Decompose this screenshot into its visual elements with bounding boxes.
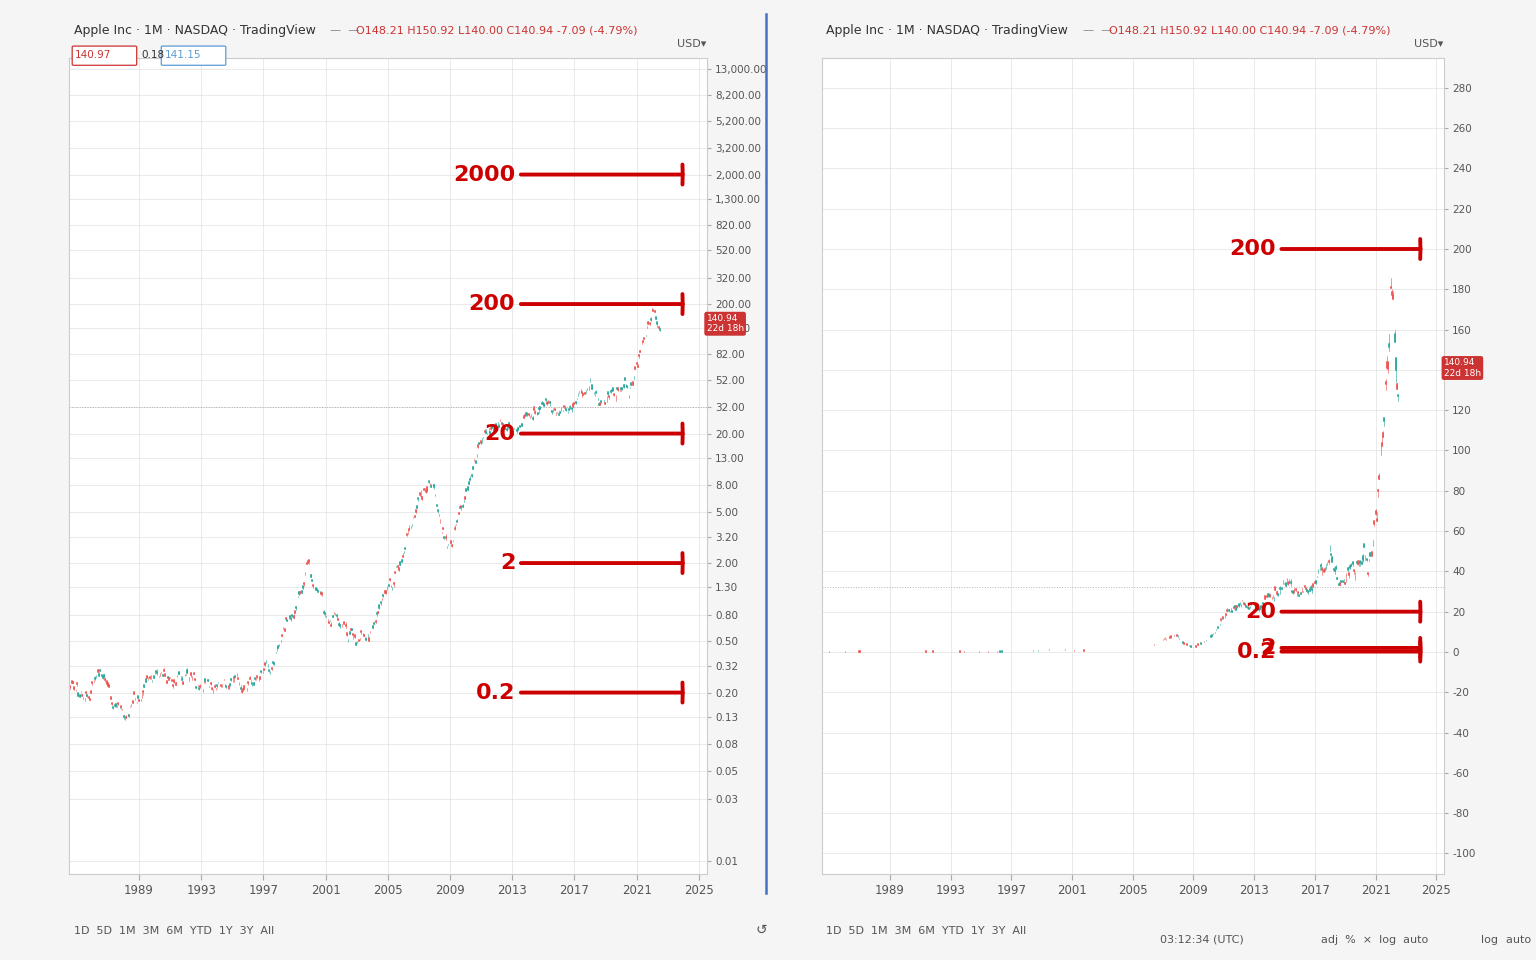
Text: 20: 20 bbox=[484, 423, 682, 444]
Text: O148.21 H150.92 L140.00 C140.94 -7.09 (-4.79%): O148.21 H150.92 L140.00 C140.94 -7.09 (-… bbox=[356, 26, 637, 36]
Text: —  —: — — bbox=[1083, 25, 1112, 35]
Text: adj  %  ×  log  auto: adj % × log auto bbox=[1321, 935, 1428, 945]
Text: 0.18: 0.18 bbox=[141, 50, 164, 60]
Text: Apple Inc · 1M · NASDAQ · TradingView: Apple Inc · 1M · NASDAQ · TradingView bbox=[826, 24, 1068, 36]
Text: 140.94
22d 18h: 140.94 22d 18h bbox=[707, 314, 743, 333]
Text: log: log bbox=[1481, 935, 1498, 945]
Text: 2: 2 bbox=[1261, 638, 1421, 658]
Text: 2000: 2000 bbox=[453, 164, 682, 184]
Text: USD▾: USD▾ bbox=[677, 39, 707, 50]
Text: 2: 2 bbox=[499, 553, 682, 573]
Text: 140.94
22d 18h: 140.94 22d 18h bbox=[1444, 358, 1481, 377]
Text: 140.97: 140.97 bbox=[75, 50, 112, 60]
Text: —  —: — — bbox=[330, 25, 359, 35]
Text: 0.2: 0.2 bbox=[476, 683, 682, 703]
Text: 200: 200 bbox=[1229, 239, 1421, 259]
Text: 200: 200 bbox=[468, 294, 682, 314]
Text: auto: auto bbox=[1499, 935, 1531, 945]
Text: 03:12:34 (UTC): 03:12:34 (UTC) bbox=[1160, 935, 1244, 945]
Text: Apple Inc · 1M · NASDAQ · TradingView: Apple Inc · 1M · NASDAQ · TradingView bbox=[74, 24, 315, 36]
Text: USD▾: USD▾ bbox=[1415, 39, 1444, 50]
Text: 1D  5D  1M  3M  6M  YTD  1Y  3Y  All: 1D 5D 1M 3M 6M YTD 1Y 3Y All bbox=[74, 926, 273, 936]
Text: O148.21 H150.92 L140.00 C140.94 -7.09 (-4.79%): O148.21 H150.92 L140.00 C140.94 -7.09 (-… bbox=[1109, 26, 1390, 36]
Text: 0.2: 0.2 bbox=[1236, 641, 1421, 661]
Text: ↺: ↺ bbox=[756, 924, 768, 937]
Text: 141.15: 141.15 bbox=[164, 50, 201, 60]
Text: 20: 20 bbox=[1244, 602, 1421, 622]
Text: 1D  5D  1M  3M  6M  YTD  1Y  3Y  All: 1D 5D 1M 3M 6M YTD 1Y 3Y All bbox=[826, 926, 1026, 936]
